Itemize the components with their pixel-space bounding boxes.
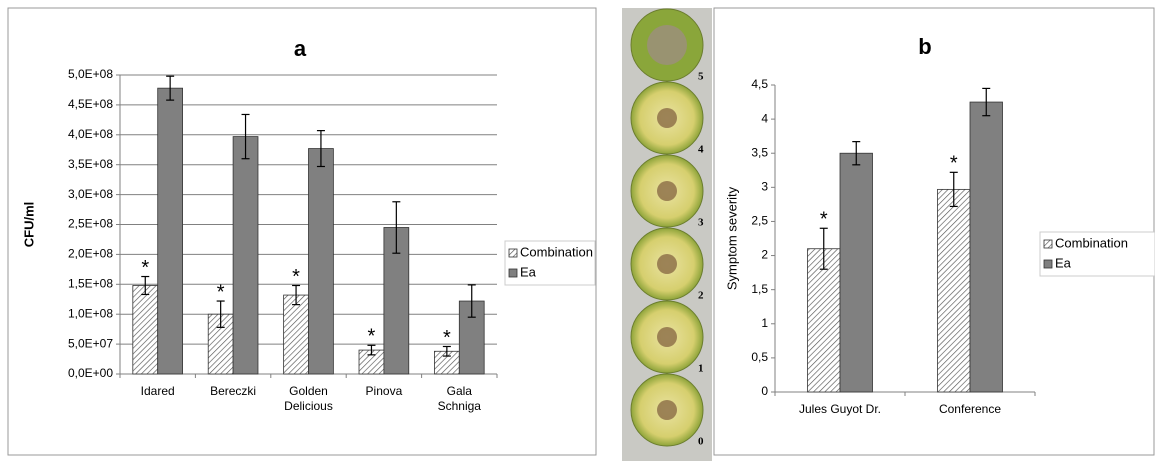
y-tick-label: 2,5 — [751, 214, 768, 228]
legend: Combination Ea — [505, 241, 595, 285]
y-tick-label: 0 — [761, 384, 768, 398]
photo-label: 3 — [698, 217, 704, 229]
photo-label: 5 — [698, 71, 704, 83]
x-tick-label: Pinova — [366, 384, 403, 398]
photo-label: 1 — [698, 363, 704, 375]
chart-title: b — [918, 34, 931, 59]
y-tick-label: 4 — [761, 111, 768, 125]
fruit-core — [657, 327, 677, 347]
significance-mark: * — [141, 257, 149, 279]
y-tick-label: 1,5 — [751, 282, 768, 296]
x-tick-label: Bereczki — [210, 384, 256, 398]
legend-label: Ea — [520, 264, 537, 279]
bar — [158, 88, 183, 374]
fruit-core — [657, 254, 677, 274]
y-axis-label: Symptom severity — [724, 186, 739, 290]
significance-mark: * — [292, 266, 300, 288]
y-tick-label: 1,5E+08 — [68, 276, 113, 290]
y-tick-label: 2,0E+08 — [68, 247, 113, 261]
photo-label: 0 — [698, 436, 704, 448]
fruit-core — [657, 181, 677, 201]
photo-label: 2 — [698, 290, 704, 302]
significance-mark: * — [820, 209, 828, 231]
figure: 5 4 3 2 1 0 a CFU/ml 0,0E+00 5,0E+07 1,0E+08 1,5E+… — [0, 0, 1155, 461]
chart-title: a — [294, 36, 307, 61]
legend: Combination Ea — [1040, 232, 1155, 276]
y-tick-label: 0,5 — [751, 350, 768, 364]
y-tick-label: 4,5E+08 — [68, 97, 113, 111]
legend-label: Combination — [520, 244, 593, 259]
y-tick-label: 5,0E+07 — [68, 336, 113, 350]
fruit-core — [647, 25, 687, 65]
legend-swatch — [509, 269, 517, 277]
page: {"chart_data": [ {"type": "bar", "title"… — [0, 0, 1155, 461]
y-tick-label: 2,5E+08 — [68, 217, 113, 231]
bar — [284, 295, 309, 374]
y-axis-label: CFU/ml — [21, 202, 36, 248]
photo-panel: 5 4 3 2 1 0 — [622, 8, 712, 461]
legend-swatch — [1044, 260, 1052, 268]
significance-mark: * — [217, 281, 225, 303]
y-tick-label: 1,0E+08 — [68, 306, 113, 320]
legend-label: Ea — [1055, 255, 1072, 270]
legend-swatch — [509, 249, 517, 257]
bar — [808, 249, 841, 392]
y-tick-label: 5,0E+08 — [68, 67, 113, 81]
y-tick-label: 4,0E+08 — [68, 127, 113, 141]
legend-label: Combination — [1055, 235, 1128, 250]
y-tick-label: 3,5E+08 — [68, 157, 113, 171]
significance-mark: * — [443, 327, 451, 349]
bar — [938, 189, 971, 392]
bar — [309, 149, 334, 374]
y-tick-label: 3 — [761, 180, 768, 194]
significance-mark: * — [950, 153, 958, 175]
y-tick-label: 3,0E+08 — [68, 187, 113, 201]
fruit-core — [657, 108, 677, 128]
y-tick-label: 0,0E+00 — [68, 366, 113, 380]
x-tick-label: Jules Guyot Dr. — [799, 402, 881, 416]
y-tick-label: 3,5 — [751, 145, 768, 159]
bar — [840, 153, 873, 392]
significance-mark: * — [368, 326, 376, 348]
y-tick-label: 4,5 — [751, 77, 768, 91]
photo-label: 4 — [698, 144, 704, 156]
legend-swatch — [1044, 240, 1052, 248]
y-tick-label: 2 — [761, 248, 768, 262]
bar — [233, 137, 258, 374]
x-tick-label: Idared — [141, 384, 175, 398]
fruit-core — [657, 400, 677, 420]
x-tick-label: Conference — [939, 402, 1001, 416]
bar — [970, 102, 1003, 392]
y-tick-label: 1 — [761, 316, 768, 330]
bar — [133, 285, 158, 374]
